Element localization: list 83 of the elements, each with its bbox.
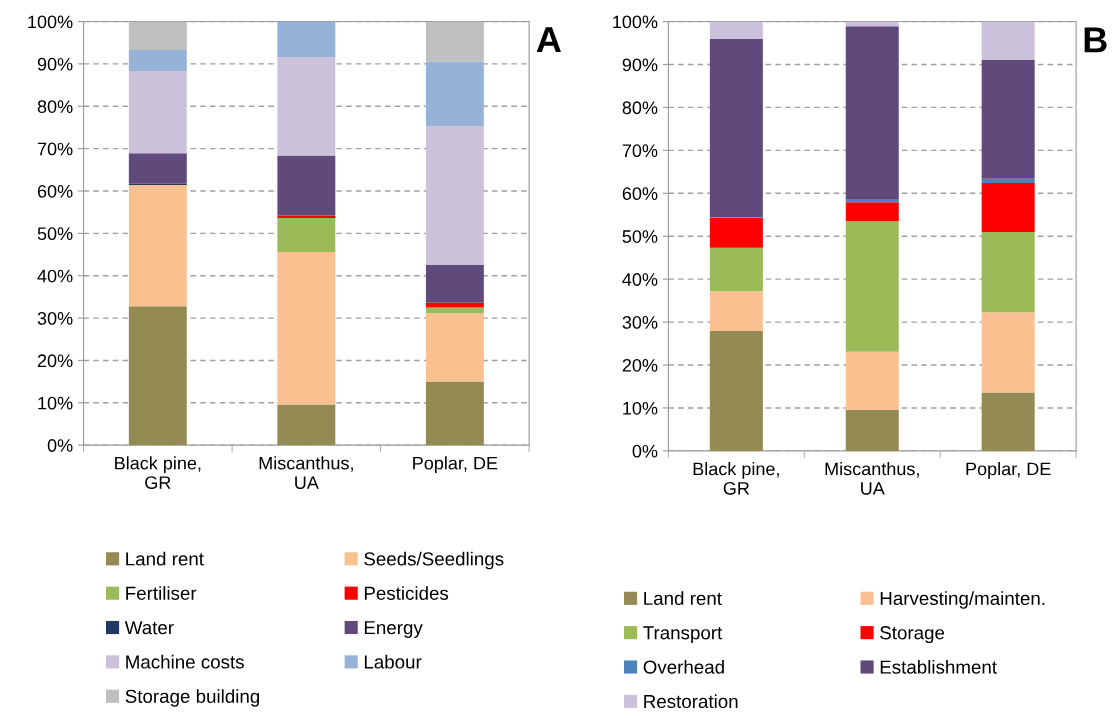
bar [425, 307, 484, 314]
x-tick-label: Miscanthus, UA [259, 456, 353, 489]
y-tick-label: 80% [622, 101, 658, 115]
legend-label: Storage building [125, 689, 260, 707]
bar [845, 202, 899, 222]
y-tick-label: 60% [37, 184, 73, 198]
bar [981, 178, 1035, 183]
bar [277, 404, 336, 446]
bar [277, 21, 336, 58]
legend-label: Seeds/Seedlings [364, 551, 504, 570]
bar [709, 217, 763, 248]
x-tick-label: Poplar, DE [966, 462, 1051, 479]
legend-label: Overhead [643, 659, 724, 674]
bar [981, 182, 1035, 232]
legend-label: Storage [880, 626, 945, 644]
y-tick-label: 0% [632, 444, 658, 458]
y-tick-label: 20% [37, 354, 73, 368]
bar [128, 185, 187, 307]
bar [277, 57, 336, 156]
y-tick-label: 90% [37, 57, 73, 71]
y-tick-label: 100% [613, 15, 658, 29]
bar [709, 331, 763, 451]
y-tick-label: 50% [622, 230, 658, 243]
bar [128, 306, 187, 446]
bar [981, 59, 1035, 179]
bar [845, 26, 899, 200]
y-tick-label: 30% [37, 312, 73, 325]
bar [425, 381, 484, 446]
bar [425, 21, 484, 62]
y-tick-label: 40% [622, 273, 658, 286]
bar [845, 221, 899, 352]
legend-label: Establishment [880, 659, 997, 674]
legend-label: Harvesting/mainten. [880, 591, 1045, 609]
y-tick-label: 10% [623, 401, 658, 415]
bar [425, 61, 484, 127]
legend-label: Pesticides [364, 586, 449, 600]
bar [845, 409, 899, 451]
bar [277, 218, 336, 252]
bar [128, 153, 187, 184]
x-tick-label: Black pine, GR [115, 456, 201, 489]
y-tick-label: 20% [622, 358, 658, 372]
y-tick-label: 70% [622, 144, 658, 158]
y-tick-label: 80% [37, 100, 73, 113]
legend-label: Land rent [644, 591, 722, 606]
bar [425, 313, 484, 382]
legend-label: Machine costs [126, 654, 244, 669]
bar [425, 126, 484, 266]
y-tick-label: 30% [622, 316, 658, 329]
y-tick-label: 60% [622, 187, 658, 201]
legend-label: Transport [643, 626, 723, 644]
y-tick-label: 0% [47, 439, 73, 452]
y-tick-label: 90% [622, 58, 658, 72]
bar [709, 291, 763, 332]
y-tick-label: 10% [38, 396, 73, 410]
bar [128, 21, 187, 50]
bar [709, 247, 763, 292]
y-tick-label: 100% [28, 15, 73, 29]
bar [845, 351, 899, 410]
bar [981, 392, 1035, 451]
text: B [1084, 27, 1107, 53]
bar [277, 251, 336, 405]
bar [981, 231, 1035, 313]
bar [709, 21, 763, 39]
bar [981, 21, 1035, 60]
legend-label: Land rent [126, 551, 204, 566]
bar [128, 71, 187, 154]
x-tick-label: Miscanthus, UA [825, 462, 919, 495]
y-tick-label: 70% [37, 142, 73, 156]
bar [277, 155, 336, 216]
legend-label: Energy [364, 621, 423, 638]
bar [981, 312, 1035, 393]
bar [128, 49, 187, 72]
y-tick-label: 40% [37, 269, 73, 283]
bar [709, 38, 763, 217]
y-tick-label: 50% [37, 227, 73, 241]
x-tick-label: Black pine, GR [693, 462, 779, 495]
bar [425, 265, 484, 303]
x-tick-label: Poplar, DE [413, 456, 498, 474]
legend-label: Labour [364, 654, 422, 669]
text: A [536, 27, 561, 53]
legend-label: Fertiliser [126, 586, 197, 600]
legend-label: Water [124, 621, 174, 635]
legend-label: Restoration [644, 694, 738, 709]
